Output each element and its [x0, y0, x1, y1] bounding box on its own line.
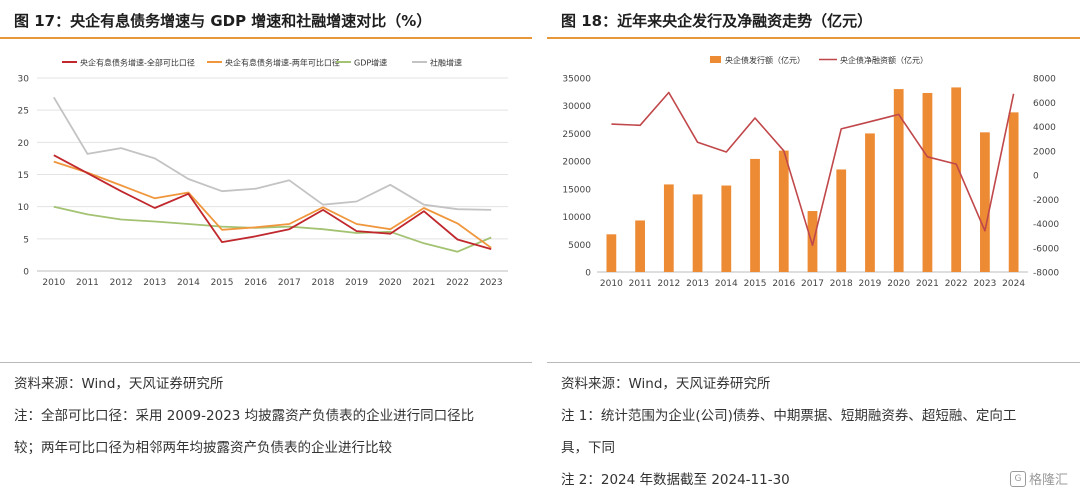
right-legend-label: 央企债净融资额（亿元）	[840, 55, 928, 65]
right-note1-line2: 具，下同	[561, 440, 615, 456]
right-x-tick-label: 2019	[859, 279, 882, 289]
left-x-tick-label: 2015	[211, 278, 234, 288]
right-bar	[980, 132, 990, 272]
left-note-line2: 较；两年可比口径为相邻两年均披露资产负债表的企业进行比较	[14, 440, 392, 456]
left-source-rule	[0, 362, 532, 363]
left-series-line	[53, 154, 492, 250]
right-x-tick-label: 2011	[629, 279, 652, 289]
right-x-tick-label: 2022	[945, 279, 968, 289]
right-bar	[778, 150, 789, 272]
right-bar	[1008, 112, 1019, 272]
right-right-y-tick-label: -6000	[1033, 244, 1059, 254]
right-x-tick-label: 2021	[916, 279, 939, 289]
left-x-tick-label: 2020	[379, 278, 402, 288]
left-chart: 0 5 10 15 20 25 30 2010 2011 2012 2013 2014 2015 2016…	[18, 58, 508, 288]
right-bar	[922, 92, 933, 272]
right-bar	[663, 184, 674, 272]
right-left-y-tick-label: 20000	[562, 158, 591, 168]
left-x-tick-label: 2011	[76, 278, 99, 288]
right-bar	[692, 194, 703, 272]
left-x-tick-label: 2023	[480, 278, 503, 288]
right-x-tick-label: 2024	[1002, 279, 1025, 289]
right-x-tick-label: 2012	[657, 279, 680, 289]
right-right-y-tick-label: 2000	[1033, 147, 1056, 157]
left-x-tick-label: 2022	[446, 278, 469, 288]
left-y-tick-label: 15	[18, 171, 29, 181]
left-x-tick-label: 2010	[42, 278, 65, 288]
watermark-logo-icon: G	[1009, 470, 1026, 487]
right-note2: 注 2：2024 年数据截至 2024-11-30	[561, 472, 790, 488]
left-legend-label: 央企有息债务增速-全部可比口径	[80, 58, 195, 68]
right-right-y-tick-label: 4000	[1033, 123, 1056, 133]
left-x-tick-label: 2018	[312, 278, 335, 288]
right-right-y-tick-label: -8000	[1033, 269, 1059, 279]
right-legend-label: 央企债发行额（亿元）	[725, 55, 805, 65]
right-bar	[750, 158, 760, 272]
right-left-y-tick-label: 35000	[562, 75, 591, 85]
left-x-tick-label: 2013	[143, 278, 166, 288]
right-x-tick-label: 2017	[801, 279, 824, 289]
right-title-rule	[547, 37, 1080, 39]
left-x-tick-label: 2021	[412, 278, 435, 288]
left-y-tick-label: 0	[23, 268, 29, 278]
right-x-tick-label: 2018	[830, 279, 853, 289]
right-chart: 05000100001500020000250003000035000-8000…	[562, 55, 1059, 289]
right-right-y-tick-label: 8000	[1033, 75, 1056, 85]
right-x-tick-label: 2023	[973, 279, 996, 289]
left-y-tick-label: 10	[18, 203, 30, 213]
right-left-y-tick-label: 25000	[562, 130, 591, 140]
right-right-y-tick-label: 0	[1033, 172, 1039, 182]
left-x-tick-label: 2016	[244, 278, 267, 288]
right-left-y-tick-label: 30000	[562, 102, 591, 112]
left-y-tick-label: 5	[23, 235, 29, 245]
right-bar	[807, 211, 818, 272]
left-series-line	[53, 96, 492, 211]
watermark-text: 格隆汇	[1028, 473, 1068, 488]
right-bar	[893, 89, 904, 272]
right-x-tick-label: 2013	[686, 279, 709, 289]
left-note-line1: 注：全部可比口径：采用 2009-2023 均披露资产负债表的企业进行同口径比	[14, 408, 475, 424]
right-bar	[721, 185, 732, 272]
right-chart-title: 图 18：近年来央企发行及净融资走势（亿元）	[561, 12, 873, 30]
right-bar	[836, 169, 847, 272]
right-x-tick-label: 2014	[715, 279, 738, 289]
left-series-line	[53, 160, 492, 249]
right-right-y-tick-label: -2000	[1033, 196, 1059, 206]
left-y-tick-label: 25	[18, 107, 29, 117]
left-y-tick-label: 20	[18, 139, 30, 149]
right-x-tick-label: 2016	[772, 279, 795, 289]
left-legend-label: 央企有息债务增速-两年可比口径	[225, 58, 340, 68]
left-title-rule	[0, 37, 532, 39]
left-legend-label: GDP增速	[354, 58, 387, 68]
left-series-line	[53, 205, 492, 253]
right-x-tick-label: 2020	[887, 279, 910, 289]
left-y-tick-label: 30	[18, 75, 30, 85]
right-bar	[951, 87, 962, 272]
right-legend-swatch-bar	[710, 56, 721, 63]
right-x-tick-label: 2015	[744, 279, 767, 289]
left-source: 资料来源：Wind，天风证券研究所	[14, 376, 224, 392]
right-net-financing-line	[611, 91, 1015, 247]
right-bar	[635, 220, 645, 272]
right-x-tick-label: 2010	[600, 279, 623, 289]
left-chart-title: 图 17：央企有息债务增速与 GDP 增速和社融增速对比（%）	[14, 12, 432, 30]
left-x-tick-label: 2017	[278, 278, 301, 288]
left-x-tick-label: 2019	[345, 278, 368, 288]
right-left-y-tick-label: 5000	[568, 241, 591, 251]
left-legend-label: 社融增速	[430, 58, 462, 68]
right-source: 资料来源：Wind，天风证券研究所	[561, 376, 771, 392]
right-left-y-tick-label: 15000	[562, 185, 591, 195]
left-x-tick-label: 2012	[110, 278, 133, 288]
right-bar	[606, 234, 617, 272]
watermark: G 格隆汇	[1009, 469, 1068, 488]
right-right-y-tick-label: 6000	[1033, 99, 1056, 109]
right-right-y-tick-label: -4000	[1033, 220, 1059, 230]
right-source-rule	[547, 362, 1080, 363]
right-left-y-tick-label: 10000	[562, 213, 591, 223]
right-left-y-tick-label: 0	[585, 269, 591, 279]
left-x-tick-label: 2014	[177, 278, 200, 288]
right-bar	[865, 133, 875, 272]
right-note1-line1: 注 1：统计范围为企业(公司)债券、中期票据、短期融资券、超短融、定向工	[561, 408, 1017, 424]
